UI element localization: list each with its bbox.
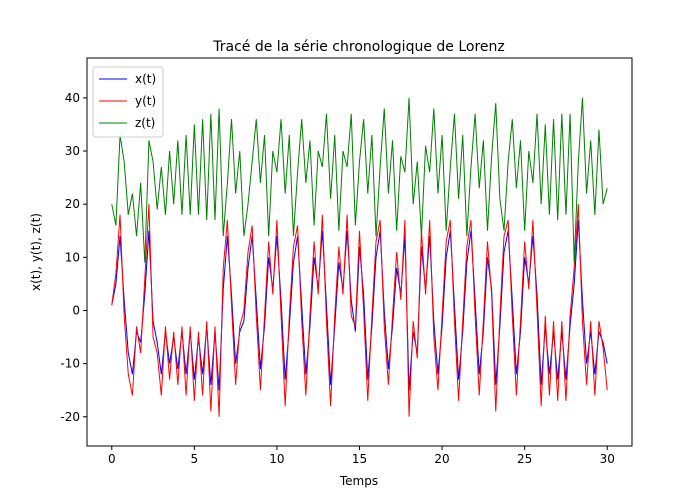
y-tick-label: 30	[65, 144, 80, 158]
legend-box	[92, 66, 164, 138]
x-tick-label: 30	[600, 452, 615, 466]
x-tick-label: 20	[434, 452, 449, 466]
chart-title: Tracé de la série chronologique de Loren…	[212, 39, 505, 55]
legend-label: z(t)	[135, 116, 155, 130]
y-tick-label: 40	[65, 91, 80, 105]
x-tick-label: 5	[191, 452, 199, 466]
x-tick-label: 10	[269, 452, 284, 466]
series-line	[111, 204, 608, 417]
y-tick-label: 20	[65, 197, 80, 211]
series-line	[111, 97, 608, 263]
legend-label: x(t)	[135, 72, 156, 86]
x-tick-label: 25	[517, 452, 532, 466]
x-axis-label: Temps	[339, 474, 378, 488]
x-tick-label: 15	[352, 452, 367, 466]
plot-frame	[86, 57, 633, 447]
y-tick-label: -20	[60, 410, 80, 424]
legend-label: y(t)	[135, 94, 156, 108]
y-tick-label: 10	[65, 250, 80, 264]
series-line	[111, 220, 608, 391]
y-tick-label: 0	[72, 303, 80, 317]
y-axis-label: x(t), y(t), z(t)	[29, 213, 43, 291]
x-tick-label: 0	[108, 452, 116, 466]
y-tick-label: -10	[60, 357, 80, 371]
